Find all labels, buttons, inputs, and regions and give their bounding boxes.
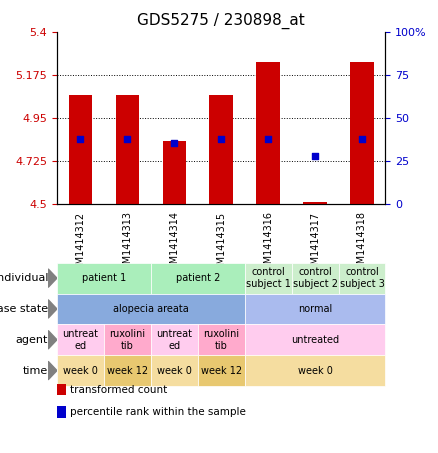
Text: untreated: untreated xyxy=(291,335,339,345)
Text: untreat
ed: untreat ed xyxy=(62,329,99,351)
Bar xyxy=(256,63,280,204)
Text: ruxolini
tib: ruxolini tib xyxy=(109,329,145,351)
Text: control
subject 1: control subject 1 xyxy=(246,267,290,289)
Text: control
subject 2: control subject 2 xyxy=(293,267,338,289)
Bar xyxy=(162,141,186,204)
Text: agent: agent xyxy=(16,335,48,345)
Title: GDS5275 / 230898_at: GDS5275 / 230898_at xyxy=(138,13,305,29)
Text: time: time xyxy=(23,366,48,376)
Point xyxy=(218,135,225,142)
Text: normal: normal xyxy=(298,304,332,314)
Bar xyxy=(116,95,139,204)
Text: percentile rank within the sample: percentile rank within the sample xyxy=(70,407,246,417)
Point xyxy=(124,135,131,142)
Polygon shape xyxy=(48,361,57,380)
Point xyxy=(358,135,365,142)
Text: patient 1: patient 1 xyxy=(82,273,126,283)
Polygon shape xyxy=(48,269,57,287)
Text: week 0: week 0 xyxy=(157,366,192,376)
Point xyxy=(265,135,272,142)
Text: untreat
ed: untreat ed xyxy=(156,329,192,351)
Text: week 12: week 12 xyxy=(107,366,148,376)
Polygon shape xyxy=(48,300,57,318)
Text: transformed count: transformed count xyxy=(70,385,167,395)
Bar xyxy=(69,95,92,204)
Text: individual: individual xyxy=(0,273,48,283)
Text: disease state: disease state xyxy=(0,304,48,314)
Text: week 0: week 0 xyxy=(297,366,332,376)
Bar xyxy=(209,95,233,204)
Text: week 12: week 12 xyxy=(201,366,242,376)
Point xyxy=(311,152,318,159)
Point xyxy=(171,139,178,146)
Text: alopecia areata: alopecia areata xyxy=(113,304,189,314)
Polygon shape xyxy=(48,331,57,349)
Text: ruxolini
tib: ruxolini tib xyxy=(203,329,239,351)
Point xyxy=(77,135,84,142)
Text: patient 2: patient 2 xyxy=(176,273,220,283)
Bar xyxy=(350,63,374,204)
Text: week 0: week 0 xyxy=(63,366,98,376)
Bar xyxy=(303,202,327,204)
Text: control
subject 3: control subject 3 xyxy=(339,267,385,289)
